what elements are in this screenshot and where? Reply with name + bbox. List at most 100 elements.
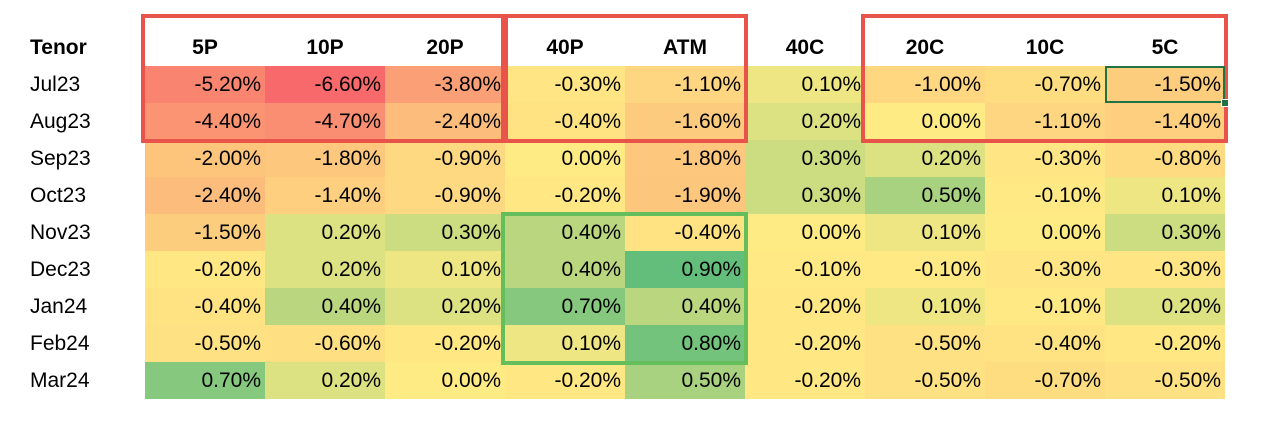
row-label-jul23: Jul23 [30, 73, 81, 96]
heatmap-cell-jan24-5c[interactable]: 0.20% [1105, 288, 1225, 325]
heatmap-cell-oct23-20p[interactable]: -0.90% [385, 177, 505, 214]
heatmap-cell-jul23-atm[interactable]: -1.10% [625, 66, 745, 103]
column-header-atm: ATM [663, 36, 707, 59]
heatmap-cell-nov23-10p[interactable]: 0.20% [265, 214, 385, 251]
heatmap-cell-aug23-20p[interactable]: -2.40% [385, 103, 505, 140]
heatmap-cell-dec23-5c[interactable]: -0.30% [1105, 251, 1225, 288]
heatmap-cell-jan24-10c[interactable]: -0.10% [985, 288, 1105, 325]
heatmap-cell-dec23-40c[interactable]: -0.10% [745, 251, 865, 288]
heatmap-cell-nov23-40c[interactable]: 0.00% [745, 214, 865, 251]
heatmap-cell-oct23-5p[interactable]: -2.40% [145, 177, 265, 214]
heatmap-cell-mar24-5p[interactable]: 0.70% [145, 362, 265, 399]
heatmap-cell-jul23-20c[interactable]: -1.00% [865, 66, 985, 103]
heatmap-cell-nov23-20p[interactable]: 0.30% [385, 214, 505, 251]
heatmap-cell-jul23-40p[interactable]: -0.30% [505, 66, 625, 103]
column-header-40c: 40C [785, 36, 825, 59]
heatmap-cell-aug23-20c[interactable]: 0.00% [865, 103, 985, 140]
heatmap-cell-oct23-atm[interactable]: -1.90% [625, 177, 745, 214]
heatmap-cell-sep23-atm[interactable]: -1.80% [625, 140, 745, 177]
heatmap-cell-feb24-20c[interactable]: -0.50% [865, 325, 985, 362]
heatmap-cell-jul23-10c[interactable]: -0.70% [985, 66, 1105, 103]
heatmap-cell-jan24-20c[interactable]: 0.10% [865, 288, 985, 325]
heatmap-cell-jan24-10p[interactable]: 0.40% [265, 288, 385, 325]
heatmap-cell-sep23-40c[interactable]: 0.30% [745, 140, 865, 177]
row-label-dec23: Dec23 [30, 258, 91, 281]
heatmap-cell-mar24-40p[interactable]: -0.20% [505, 362, 625, 399]
heatmap-cell-dec23-20p[interactable]: 0.10% [385, 251, 505, 288]
heatmap-cell-aug23-5p[interactable]: -4.40% [145, 103, 265, 140]
heatmap-cell-jul23-10p[interactable]: -6.60% [265, 66, 385, 103]
heatmap-cell-oct23-20c[interactable]: 0.50% [865, 177, 985, 214]
heatmap-cell-feb24-20p[interactable]: -0.20% [385, 325, 505, 362]
heatmap-cell-nov23-10c[interactable]: 0.00% [985, 214, 1105, 251]
row-label-feb24: Feb24 [30, 332, 90, 355]
row-label-aug23: Aug23 [30, 110, 91, 133]
heatmap-cell-sep23-5c[interactable]: -0.80% [1105, 140, 1225, 177]
heatmap-cell-sep23-20p[interactable]: -0.90% [385, 140, 505, 177]
heatmap-cell-feb24-40c[interactable]: -0.20% [745, 325, 865, 362]
heatmap-cell-feb24-atm[interactable]: 0.80% [625, 325, 745, 362]
heatmap-cell-feb24-5c[interactable]: -0.20% [1105, 325, 1225, 362]
heatmap-cell-dec23-40p[interactable]: 0.40% [505, 251, 625, 288]
heatmap-cell-aug23-40p[interactable]: -0.40% [505, 103, 625, 140]
heatmap-cell-jan24-20p[interactable]: 0.20% [385, 288, 505, 325]
heatmap-cell-dec23-10p[interactable]: 0.20% [265, 251, 385, 288]
row-header-tenor: Tenor [30, 36, 87, 59]
heatmap-cell-jul23-40c[interactable]: 0.10% [745, 66, 865, 103]
heatmap-cell-sep23-10c[interactable]: -0.30% [985, 140, 1105, 177]
selection-fill-handle[interactable] [1221, 99, 1229, 107]
heatmap-cell-mar24-5c[interactable]: -0.50% [1105, 362, 1225, 399]
heatmap-cell-mar24-10p[interactable]: 0.20% [265, 362, 385, 399]
heatmap-cell-oct23-40p[interactable]: -0.20% [505, 177, 625, 214]
heatmap-cell-feb24-10p[interactable]: -0.60% [265, 325, 385, 362]
heatmap-cell-jan24-40c[interactable]: -0.20% [745, 288, 865, 325]
heatmap-cell-jan24-5p[interactable]: -0.40% [145, 288, 265, 325]
heatmap-cell-mar24-10c[interactable]: -0.70% [985, 362, 1105, 399]
heatmap-cell-nov23-40p[interactable]: 0.40% [505, 214, 625, 251]
heatmap-cell-jan24-40p[interactable]: 0.70% [505, 288, 625, 325]
heatmap-cell-dec23-10c[interactable]: -0.30% [985, 251, 1105, 288]
row-label-mar24: Mar24 [30, 369, 90, 392]
heatmap-cell-aug23-40c[interactable]: 0.20% [745, 103, 865, 140]
column-header-10p: 10P [306, 36, 344, 59]
heatmap-cell-oct23-10c[interactable]: -0.10% [985, 177, 1105, 214]
column-header-10c: 10C [1025, 36, 1065, 59]
heatmap-cell-jul23-20p[interactable]: -3.80% [385, 66, 505, 103]
heatmap-cell-dec23-5p[interactable]: -0.20% [145, 251, 265, 288]
heatmap-cell-sep23-20c[interactable]: 0.20% [865, 140, 985, 177]
heatmap-cell-dec23-20c[interactable]: -0.10% [865, 251, 985, 288]
heatmap-cell-oct23-10p[interactable]: -1.40% [265, 177, 385, 214]
column-header-5p: 5P [192, 36, 218, 59]
heatmap-cell-feb24-10c[interactable]: -0.40% [985, 325, 1105, 362]
heatmap-cell-nov23-5p[interactable]: -1.50% [145, 214, 265, 251]
column-header-40p: 40P [546, 36, 584, 59]
heatmap-cell-nov23-atm[interactable]: -0.40% [625, 214, 745, 251]
column-header-20c: 20C [905, 36, 945, 59]
heatmap-cell-aug23-10c[interactable]: -1.10% [985, 103, 1105, 140]
heatmap-cell-aug23-10p[interactable]: -4.70% [265, 103, 385, 140]
heatmap-cell-nov23-20c[interactable]: 0.10% [865, 214, 985, 251]
heatmap-cell-mar24-40c[interactable]: -0.20% [745, 362, 865, 399]
heatmap-cell-jul23-5c[interactable]: -1.50% [1105, 66, 1225, 103]
row-label-jan24: Jan24 [30, 295, 88, 318]
heatmap-cell-sep23-5p[interactable]: -2.00% [145, 140, 265, 177]
row-label-oct23: Oct23 [30, 184, 87, 207]
row-label-nov23: Nov23 [30, 221, 91, 244]
heatmap-cell-mar24-20c[interactable]: -0.50% [865, 362, 985, 399]
heatmap-cell-jul23-5p[interactable]: -5.20% [145, 66, 265, 103]
heatmap-cell-sep23-10p[interactable]: -1.80% [265, 140, 385, 177]
heatmap-cell-dec23-atm[interactable]: 0.90% [625, 251, 745, 288]
heatmap-cell-sep23-40p[interactable]: 0.00% [505, 140, 625, 177]
row-label-sep23: Sep23 [30, 147, 91, 170]
heatmap-cell-mar24-atm[interactable]: 0.50% [625, 362, 745, 399]
heatmap-cell-feb24-40p[interactable]: 0.10% [505, 325, 625, 362]
heatmap-cell-mar24-20p[interactable]: 0.00% [385, 362, 505, 399]
heatmap-cell-nov23-5c[interactable]: 0.30% [1105, 214, 1225, 251]
heatmap-cell-aug23-atm[interactable]: -1.60% [625, 103, 745, 140]
heatmap-cell-jan24-atm[interactable]: 0.40% [625, 288, 745, 325]
heatmap-cell-feb24-5p[interactable]: -0.50% [145, 325, 265, 362]
heatmap-cell-aug23-5c[interactable]: -1.40% [1105, 103, 1225, 140]
heatmap-cell-oct23-5c[interactable]: 0.10% [1105, 177, 1225, 214]
heatmap-cell-oct23-40c[interactable]: 0.30% [745, 177, 865, 214]
